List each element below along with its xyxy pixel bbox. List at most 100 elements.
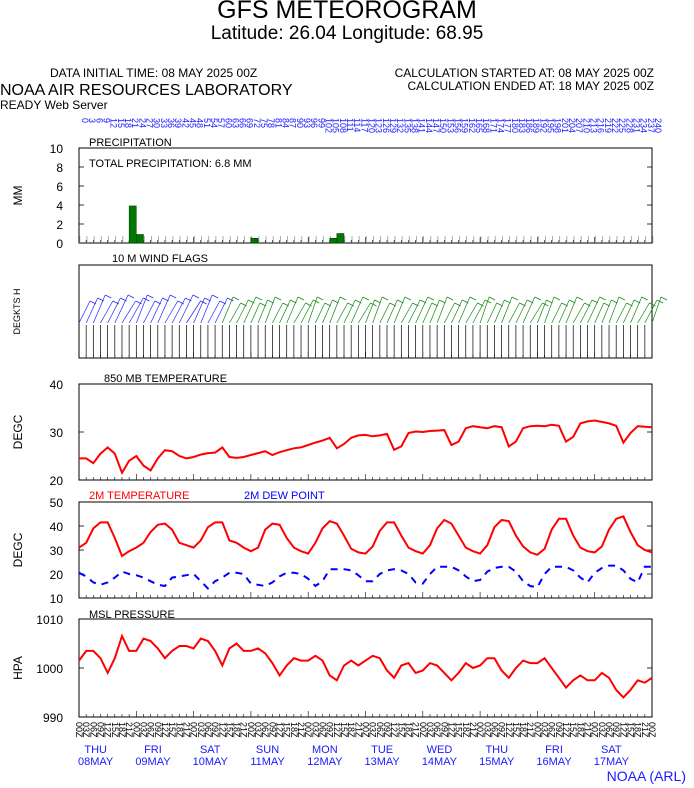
panel-frame-2	[78, 383, 653, 481]
bottom-hour-label: 06Z	[260, 722, 270, 738]
top-hour-label: 51	[202, 118, 212, 128]
top-hour-label: 60	[223, 118, 233, 128]
bottom-hour-label: 09Z	[554, 722, 564, 738]
bottom-hour-label: 00Z	[303, 722, 313, 738]
precip-total: TOTAL PRECIPITATION: 6.8 MM	[89, 158, 252, 170]
bottom-hour-label: 21Z	[239, 722, 249, 738]
y-tick-label: 990	[43, 711, 63, 725]
precip-bar	[136, 234, 144, 244]
top-hour-label: 180	[510, 118, 520, 133]
bottom-hour-label: 06Z	[604, 722, 614, 738]
calc-ended: CALCULATION ENDED AT: 18 MAY 2025 00Z	[407, 79, 654, 93]
bottom-hour-label: 00Z	[647, 722, 657, 738]
wind-barb	[250, 302, 261, 324]
wind-barb-flag	[232, 296, 240, 301]
y-tick-label: 1010	[36, 613, 63, 627]
top-hour-label: 66	[238, 118, 248, 128]
y-tick-label: 40	[50, 378, 64, 392]
top-hour-label: 234	[639, 118, 649, 133]
top-hour-label: 210	[581, 118, 591, 133]
bottom-hour-label: 06Z	[375, 722, 385, 738]
bottom-hour-label: 00Z	[74, 722, 84, 738]
top-hour-label: 165	[474, 118, 484, 133]
top-hour-label: 96	[309, 118, 319, 128]
top-hour-label: 195	[546, 118, 556, 133]
top-hour-label: 15	[116, 118, 126, 128]
wind-barb	[264, 296, 276, 324]
wind-barb	[93, 294, 106, 324]
wind-barb	[200, 294, 213, 324]
top-hour-label: 228	[624, 118, 634, 133]
series-line-3-1	[78, 564, 652, 590]
day-label-date: 08MAY	[78, 756, 114, 768]
wind-barb	[465, 302, 478, 324]
bottom-hour-label: 03Z	[81, 722, 91, 738]
top-hour-label: 90	[295, 118, 305, 128]
wind-barb	[580, 299, 593, 324]
wind-barb-flag	[611, 299, 618, 304]
wind-barb	[78, 300, 91, 324]
top-hour-label: 72	[252, 118, 262, 128]
wind-barb-flag	[370, 302, 377, 307]
wind-barb-flag	[339, 296, 347, 301]
top-hour-label: 189	[531, 118, 541, 133]
wind-barb	[358, 302, 371, 324]
bottom-hour-label: 06Z	[146, 722, 156, 738]
top-hour-label: 183	[517, 118, 527, 133]
y-axis-label-4: HPA	[11, 656, 25, 680]
bottom-hour-label: 03Z	[597, 722, 607, 738]
bottom-hour-label: 09Z	[267, 722, 277, 738]
bottom-hour-label: 21Z	[525, 722, 535, 738]
top-hour-label: 186	[524, 118, 534, 133]
bottom-hour-label: 21Z	[640, 722, 650, 738]
wind-barb	[329, 296, 341, 324]
wind-barb	[114, 294, 129, 324]
wind-barb-flag	[504, 299, 511, 304]
top-hour-label: 18	[123, 118, 133, 128]
wind-barb	[501, 296, 513, 324]
top-hour-label: 213	[589, 118, 599, 133]
wind-barb	[372, 296, 383, 324]
wind-barb	[472, 299, 486, 324]
series-line-3-0	[78, 515, 653, 558]
bottom-hour-label: 03Z	[368, 722, 378, 738]
wind-barb-flag	[660, 296, 668, 301]
wind-barb	[107, 297, 121, 324]
top-hour-label: 231	[632, 118, 642, 133]
wind-barb	[236, 299, 249, 324]
wind-barb	[379, 302, 391, 324]
wind-barb	[594, 302, 605, 324]
top-hour-label: 36	[166, 118, 176, 128]
top-hour-label: 30	[152, 118, 162, 128]
wind-barb	[630, 296, 643, 324]
bottom-hour-label: 03Z	[310, 722, 320, 738]
wind-barb	[637, 302, 650, 324]
bottom-hour-label: 18Z	[117, 722, 127, 738]
bottom-hour-label: 18Z	[174, 722, 184, 738]
panel-frame-3	[78, 501, 653, 599]
wind-barb-flag	[135, 300, 142, 305]
top-hour-label: 135	[402, 118, 412, 133]
bottom-hour-label: 15Z	[511, 722, 521, 738]
y-tick-label: 10	[50, 142, 64, 156]
bottom-hour-label: 12Z	[446, 722, 456, 738]
day-label-dow: FRI	[144, 744, 162, 756]
wind-barb	[121, 300, 136, 324]
bottom-hour-label: 18Z	[346, 722, 356, 738]
top-hour-label: 159	[460, 118, 470, 133]
bottom-hour-label: 15Z	[282, 722, 292, 738]
bottom-hour-label: 12Z	[160, 722, 170, 738]
top-hour-label: 6	[94, 118, 104, 123]
bottom-hour-label: 00Z	[475, 722, 485, 738]
day-label-dow: FRI	[545, 744, 563, 756]
wind-barb	[551, 302, 562, 324]
wind-barb	[386, 299, 398, 324]
wind-barb-flag	[553, 296, 561, 301]
top-hour-label: 54	[209, 118, 219, 128]
top-hour-label: 12	[109, 118, 119, 128]
precip-bar	[250, 238, 259, 244]
footer-credit: NOAA (ARL)	[606, 768, 686, 784]
day-label-date: 10MAY	[193, 756, 229, 768]
top-hour-label: 126	[381, 118, 391, 133]
wind-barb	[486, 302, 498, 324]
